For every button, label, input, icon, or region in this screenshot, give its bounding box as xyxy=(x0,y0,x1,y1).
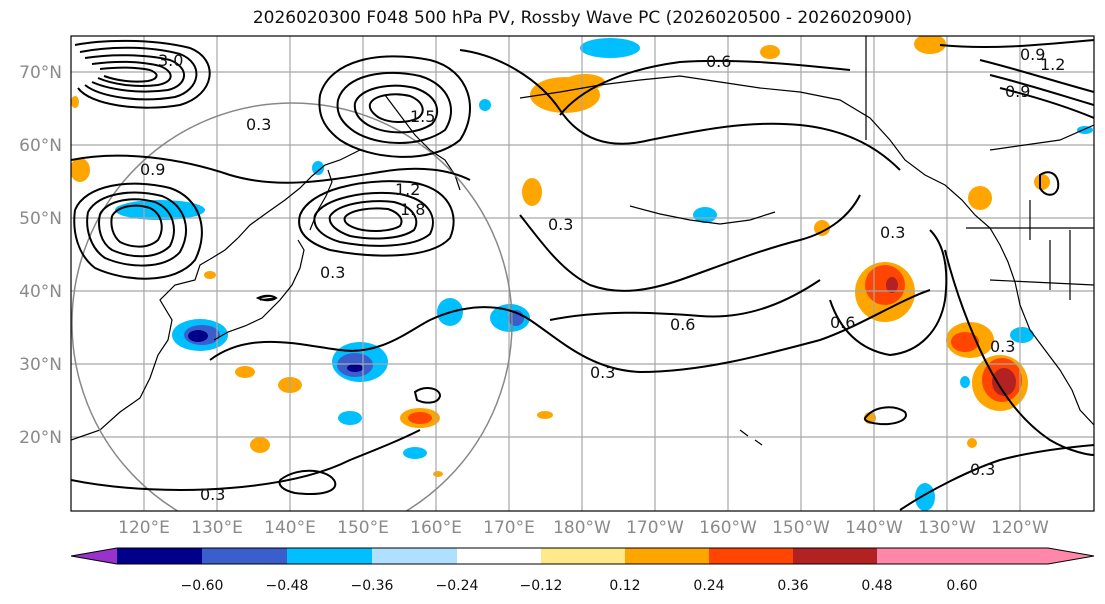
colorbar-bin xyxy=(625,548,709,564)
contour-label: 0.3 xyxy=(590,363,615,382)
contour-label: 0.3 xyxy=(880,223,905,242)
colorbar-bin xyxy=(117,548,202,564)
lon-label: 170°W xyxy=(626,518,684,538)
colorbar-tick-label: −0.24 xyxy=(436,578,479,594)
colorbar-bin xyxy=(287,548,372,564)
map-frame xyxy=(70,35,1095,512)
colorbar-ticks: −0.60 −0.48 −0.36 −0.24 −0.12 0.12 0.24 … xyxy=(181,578,978,594)
colorbar-bin xyxy=(877,548,962,564)
lat-label: 20°N xyxy=(19,428,62,448)
lon-label: 120°W xyxy=(991,518,1049,538)
colorbar-bin xyxy=(962,548,1048,564)
colorbar-bin xyxy=(709,548,793,564)
contour-label: 0.9 xyxy=(140,160,165,179)
lat-label: 50°N xyxy=(19,209,62,229)
lat-label: 40°N xyxy=(19,282,62,302)
colorbar-tick-label: 0.60 xyxy=(946,578,977,594)
colorbar-bin xyxy=(372,548,457,564)
lon-label: 180°W xyxy=(553,518,611,538)
colorbar-bin xyxy=(202,548,287,564)
contour-label: 0.9 xyxy=(1020,45,1045,64)
contour-label: 0.9 xyxy=(1005,82,1030,101)
lon-label: 130°E xyxy=(191,518,243,538)
colorbar-tick-label: 0.36 xyxy=(777,578,808,594)
contour-label: 0.3 xyxy=(990,337,1015,356)
lon-label: 160°E xyxy=(410,518,462,538)
contour-label: 3.0 xyxy=(158,51,183,70)
colorbar-bin xyxy=(541,548,625,564)
colorbar: −0.60 −0.48 −0.36 −0.24 −0.12 0.12 0.24 … xyxy=(70,547,1095,594)
map-area: 3.0 0.6 0.3 0.9 1.5 1.8 1.2 0.6 0.3 0.3 … xyxy=(71,36,1094,511)
colorbar-tick-label: 0.24 xyxy=(693,578,724,594)
contour-label: 1.8 xyxy=(400,200,425,219)
colorbar-bin xyxy=(457,548,541,564)
contour-label: 1.2 xyxy=(395,180,420,199)
lon-label: 130°W xyxy=(918,518,976,538)
contour-label: 0.6 xyxy=(670,315,695,334)
contour-lines xyxy=(71,39,1094,511)
shading-layer xyxy=(71,36,1093,511)
colorbar-tick-label: −0.48 xyxy=(266,578,309,594)
contour-label: 0.6 xyxy=(706,52,731,71)
lat-label: 30°N xyxy=(19,355,62,375)
colorbar-tick-label: 0.12 xyxy=(609,578,640,594)
contour-label: 1.5 xyxy=(410,107,435,126)
lat-labels: 70°N 60°N 50°N 40°N 30°N 20°N xyxy=(19,63,62,448)
lon-label: 150°W xyxy=(772,518,830,538)
contour-label: 0.3 xyxy=(320,263,345,282)
lon-label: 160°W xyxy=(699,518,757,538)
graticule xyxy=(71,36,1094,511)
map-title: 2026020300 F048 500 hPa PV, Rossby Wave … xyxy=(252,8,913,28)
contour-label: 1.2 xyxy=(1040,55,1065,74)
contour-label: 0.3 xyxy=(200,485,225,504)
lon-label: 140°E xyxy=(264,518,316,538)
lat-label: 60°N xyxy=(19,136,62,156)
lon-labels: 120°E 130°E 140°E 150°E 160°E 170°E 180°… xyxy=(118,518,1049,538)
lon-label: 150°E xyxy=(337,518,389,538)
contour-label: 0.3 xyxy=(548,215,573,234)
contour-label: 0.3 xyxy=(970,460,995,479)
lon-label: 140°W xyxy=(845,518,903,538)
colorbar-bin xyxy=(793,548,877,564)
colorbar-outline xyxy=(70,547,1095,565)
colorbar-tick-label: −0.36 xyxy=(351,578,394,594)
colorbar-tick-label: −0.60 xyxy=(181,578,224,594)
contour-label: 0.3 xyxy=(246,115,271,134)
lat-label: 70°N xyxy=(19,63,62,83)
contour-label: 0.6 xyxy=(830,313,855,332)
colorbar-extend-low xyxy=(71,548,117,564)
lon-label: 170°E xyxy=(483,518,535,538)
colorbar-tick-label: −0.12 xyxy=(520,578,563,594)
radius-circle xyxy=(71,102,513,511)
contour-label-group: 3.0 0.6 0.3 0.9 1.5 1.8 1.2 0.6 0.3 0.3 … xyxy=(140,45,1065,504)
lon-label: 120°E xyxy=(118,518,170,538)
colorbar-tick-label: 0.48 xyxy=(861,578,892,594)
